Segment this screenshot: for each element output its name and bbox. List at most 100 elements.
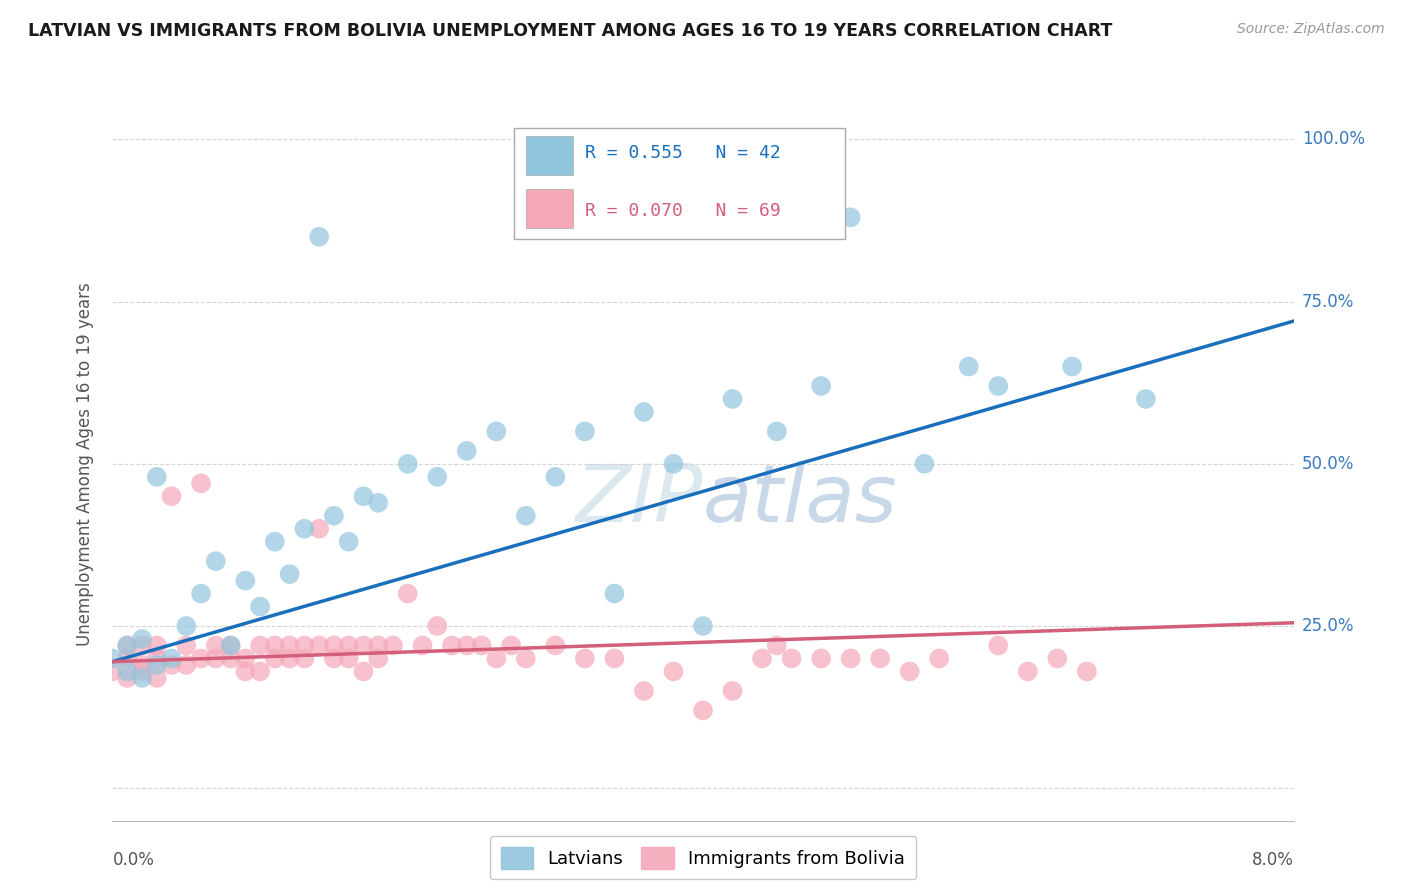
Point [751, 651, 773, 665]
Point [987, 639, 1010, 653]
Point [1062, 359, 1084, 374]
Point [515, 508, 537, 523]
Point [471, 639, 494, 653]
Point [131, 639, 153, 653]
Legend: Latvians, Immigrants from Bolivia: Latvians, Immigrants from Bolivia [489, 836, 917, 880]
Point [249, 599, 271, 614]
Point [233, 651, 256, 665]
Point [117, 639, 138, 653]
Point [174, 619, 197, 633]
Point [160, 489, 183, 503]
Point [780, 651, 803, 665]
Point [957, 359, 980, 374]
Point [839, 651, 862, 665]
Point [117, 651, 138, 665]
Point [367, 496, 389, 510]
Point [352, 665, 374, 679]
Point [441, 639, 464, 653]
Point [337, 639, 360, 653]
Point [544, 470, 567, 484]
Point [367, 639, 389, 653]
Point [662, 457, 685, 471]
Point [426, 619, 449, 633]
Point [219, 639, 242, 653]
Point [633, 684, 655, 698]
FancyBboxPatch shape [526, 189, 574, 228]
Point [174, 657, 197, 672]
Text: 8.0%: 8.0% [1251, 851, 1294, 869]
Point [839, 211, 862, 225]
Point [131, 665, 153, 679]
Point [292, 522, 315, 536]
Text: atlas: atlas [703, 460, 898, 539]
Point [146, 657, 169, 672]
Point [544, 639, 567, 653]
Text: 100.0%: 100.0% [1302, 130, 1365, 148]
Text: ZIP: ZIP [575, 460, 703, 539]
Point [396, 457, 419, 471]
Point [249, 665, 271, 679]
Point [117, 671, 138, 685]
Point [278, 567, 301, 582]
Point [337, 534, 360, 549]
Text: 50.0%: 50.0% [1302, 455, 1354, 473]
Y-axis label: Unemployment Among Ages 16 to 19 years: Unemployment Among Ages 16 to 19 years [76, 282, 94, 646]
Point [190, 651, 212, 665]
Point [898, 665, 921, 679]
Point [485, 651, 508, 665]
Point [426, 470, 449, 484]
Point [146, 671, 169, 685]
FancyBboxPatch shape [526, 136, 574, 175]
Point [412, 639, 434, 653]
Point [603, 651, 626, 665]
Point [117, 665, 138, 679]
Text: Source: ZipAtlas.com: Source: ZipAtlas.com [1237, 22, 1385, 37]
Point [264, 534, 287, 549]
Text: 0.0%: 0.0% [112, 851, 155, 869]
Text: LATVIAN VS IMMIGRANTS FROM BOLIVIA UNEMPLOYMENT AMONG AGES 16 TO 19 YEARS CORREL: LATVIAN VS IMMIGRANTS FROM BOLIVIA UNEMP… [28, 22, 1112, 40]
Point [264, 639, 287, 653]
Point [396, 586, 419, 600]
Point [308, 522, 330, 536]
Point [205, 651, 228, 665]
Point [501, 639, 523, 653]
Point [810, 379, 832, 393]
Point [308, 229, 330, 244]
Text: 25.0%: 25.0% [1302, 617, 1354, 635]
Point [1046, 651, 1069, 665]
Point [456, 443, 478, 458]
Point [146, 651, 169, 665]
Point [233, 574, 256, 588]
Point [101, 665, 124, 679]
Point [337, 651, 360, 665]
Point [308, 639, 330, 653]
Point [515, 651, 537, 665]
Point [160, 657, 183, 672]
Point [574, 425, 596, 439]
Point [928, 651, 950, 665]
Point [721, 392, 744, 406]
Point [721, 684, 744, 698]
Point [292, 639, 315, 653]
Point [249, 639, 271, 653]
Point [810, 651, 832, 665]
Point [233, 665, 256, 679]
Point [219, 651, 242, 665]
Point [219, 639, 242, 653]
Point [765, 639, 787, 653]
Point [101, 651, 124, 665]
Point [1135, 392, 1157, 406]
Point [323, 639, 346, 653]
Text: R = 0.070   N = 69: R = 0.070 N = 69 [585, 202, 780, 219]
Point [131, 671, 153, 685]
Point [292, 651, 315, 665]
Point [692, 703, 714, 717]
Point [117, 639, 138, 653]
Point [131, 632, 153, 646]
Point [205, 639, 228, 653]
Point [987, 379, 1010, 393]
Point [914, 457, 936, 471]
Point [352, 489, 374, 503]
Point [662, 665, 685, 679]
Point [190, 586, 212, 600]
